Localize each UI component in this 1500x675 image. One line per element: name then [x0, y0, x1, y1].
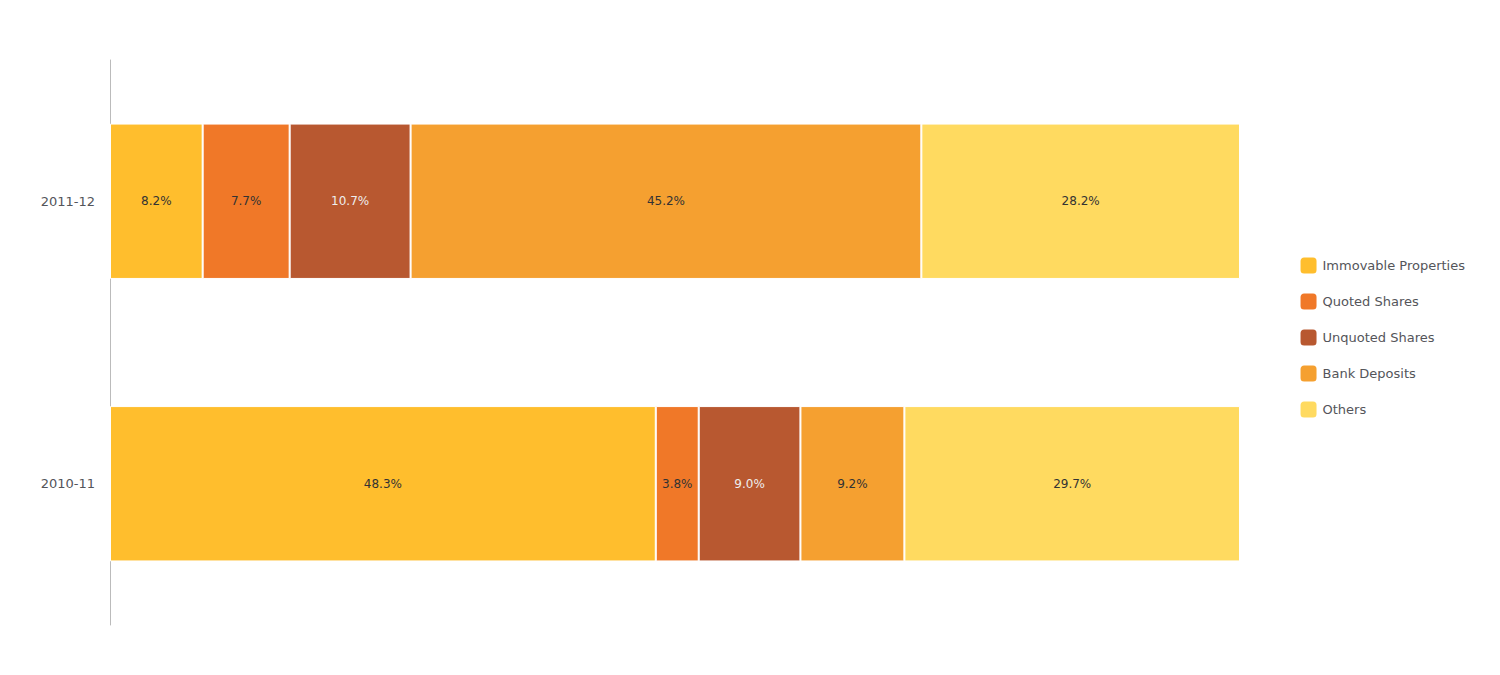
svg-text:Others: Others	[1323, 402, 1367, 417]
svg-text:48.3%: 48.3%	[364, 477, 402, 491]
svg-text:9.0%: 9.0%	[734, 477, 765, 491]
svg-text:Bank Deposits: Bank Deposits	[1323, 366, 1416, 381]
svg-text:Quoted Shares: Quoted Shares	[1323, 294, 1419, 309]
svg-text:45.2%: 45.2%	[647, 194, 685, 208]
svg-text:29.7%: 29.7%	[1053, 477, 1091, 491]
svg-text:10.7%: 10.7%	[331, 194, 369, 208]
svg-text:Unquoted Shares: Unquoted Shares	[1323, 330, 1435, 345]
svg-text:2011-12: 2011-12	[41, 194, 95, 209]
svg-text:8.2%: 8.2%	[141, 194, 172, 208]
svg-text:28.2%: 28.2%	[1062, 194, 1100, 208]
svg-text:2010-11: 2010-11	[41, 476, 95, 491]
svg-text:9.2%: 9.2%	[837, 477, 868, 491]
svg-text:Immovable Properties: Immovable Properties	[1323, 258, 1466, 273]
svg-text:7.7%: 7.7%	[231, 194, 261, 208]
svg-text:3.8%: 3.8%	[662, 477, 693, 491]
